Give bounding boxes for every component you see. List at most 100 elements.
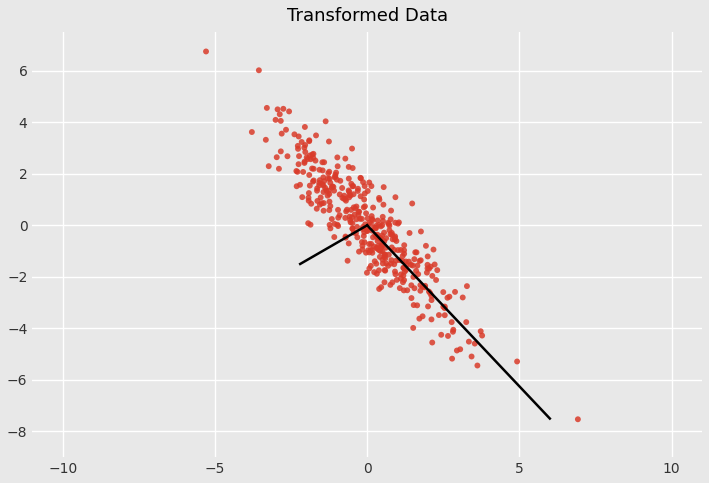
Point (270, 116, 281, 124)
Point (382, 262, 393, 270)
Point (463, 338, 474, 345)
Point (281, 153, 293, 160)
Point (372, 244, 383, 252)
Point (343, 194, 354, 201)
Point (294, 181, 306, 189)
Point (337, 184, 348, 192)
Point (335, 177, 346, 185)
Point (348, 228, 359, 236)
Point (296, 138, 308, 146)
Point (428, 246, 439, 254)
Point (390, 219, 401, 227)
Point (314, 201, 325, 209)
Point (422, 261, 433, 269)
Point (358, 232, 369, 240)
Point (299, 141, 311, 149)
Point (376, 240, 388, 247)
Point (342, 257, 353, 265)
Point (413, 315, 425, 323)
Point (386, 260, 397, 268)
Point (386, 229, 398, 237)
Point (439, 304, 450, 312)
Point (294, 152, 305, 160)
Point (382, 219, 393, 227)
Point (377, 213, 389, 221)
Point (367, 233, 379, 241)
Point (374, 246, 385, 254)
Point (397, 252, 408, 260)
Point (354, 215, 366, 223)
Point (306, 165, 318, 172)
Point (373, 267, 384, 274)
Point (437, 288, 449, 296)
Point (303, 219, 314, 227)
Point (426, 296, 437, 304)
Point (415, 227, 427, 235)
Point (317, 167, 328, 174)
Point (392, 220, 403, 227)
Point (351, 215, 362, 223)
Point (364, 219, 375, 227)
Point (386, 243, 398, 251)
Point (400, 257, 411, 265)
Point (408, 301, 420, 309)
Point (392, 246, 403, 254)
Point (401, 286, 413, 294)
Point (462, 282, 473, 290)
Point (407, 262, 418, 270)
Point (333, 206, 344, 213)
Point (345, 192, 357, 199)
Point (308, 165, 319, 173)
Point (406, 282, 417, 289)
Point (301, 154, 313, 161)
Point (377, 256, 389, 264)
Point (427, 272, 438, 280)
Point (377, 217, 389, 225)
Point (303, 194, 314, 201)
Point (380, 255, 391, 262)
Point (378, 183, 389, 191)
Point (446, 318, 457, 326)
Point (398, 276, 410, 284)
Point (408, 273, 419, 281)
Point (430, 276, 442, 284)
Point (293, 133, 304, 141)
Point (332, 221, 343, 228)
Point (380, 244, 391, 252)
Point (276, 130, 287, 138)
Point (360, 210, 372, 217)
Point (311, 185, 323, 192)
Point (383, 251, 394, 258)
Point (325, 202, 336, 210)
Point (322, 175, 333, 183)
Point (308, 150, 319, 158)
Point (298, 159, 310, 167)
Point (349, 211, 360, 218)
Point (426, 315, 437, 323)
Point (423, 288, 435, 296)
Point (471, 362, 483, 369)
Point (332, 154, 343, 161)
Point (379, 251, 391, 258)
Point (323, 190, 335, 198)
Point (364, 248, 375, 256)
Point (375, 235, 386, 242)
Point (357, 223, 369, 231)
Point (345, 180, 357, 188)
Point (364, 265, 375, 272)
Point (299, 158, 311, 166)
Point (344, 191, 355, 199)
Point (330, 171, 341, 179)
Point (320, 184, 331, 192)
Point (376, 232, 388, 240)
Point (415, 256, 426, 264)
Point (370, 225, 381, 232)
Point (415, 287, 426, 295)
Point (306, 151, 318, 158)
Point (398, 250, 410, 257)
Point (435, 331, 447, 339)
Point (350, 204, 361, 212)
Point (355, 174, 367, 182)
Point (375, 234, 386, 242)
Point (374, 196, 385, 203)
